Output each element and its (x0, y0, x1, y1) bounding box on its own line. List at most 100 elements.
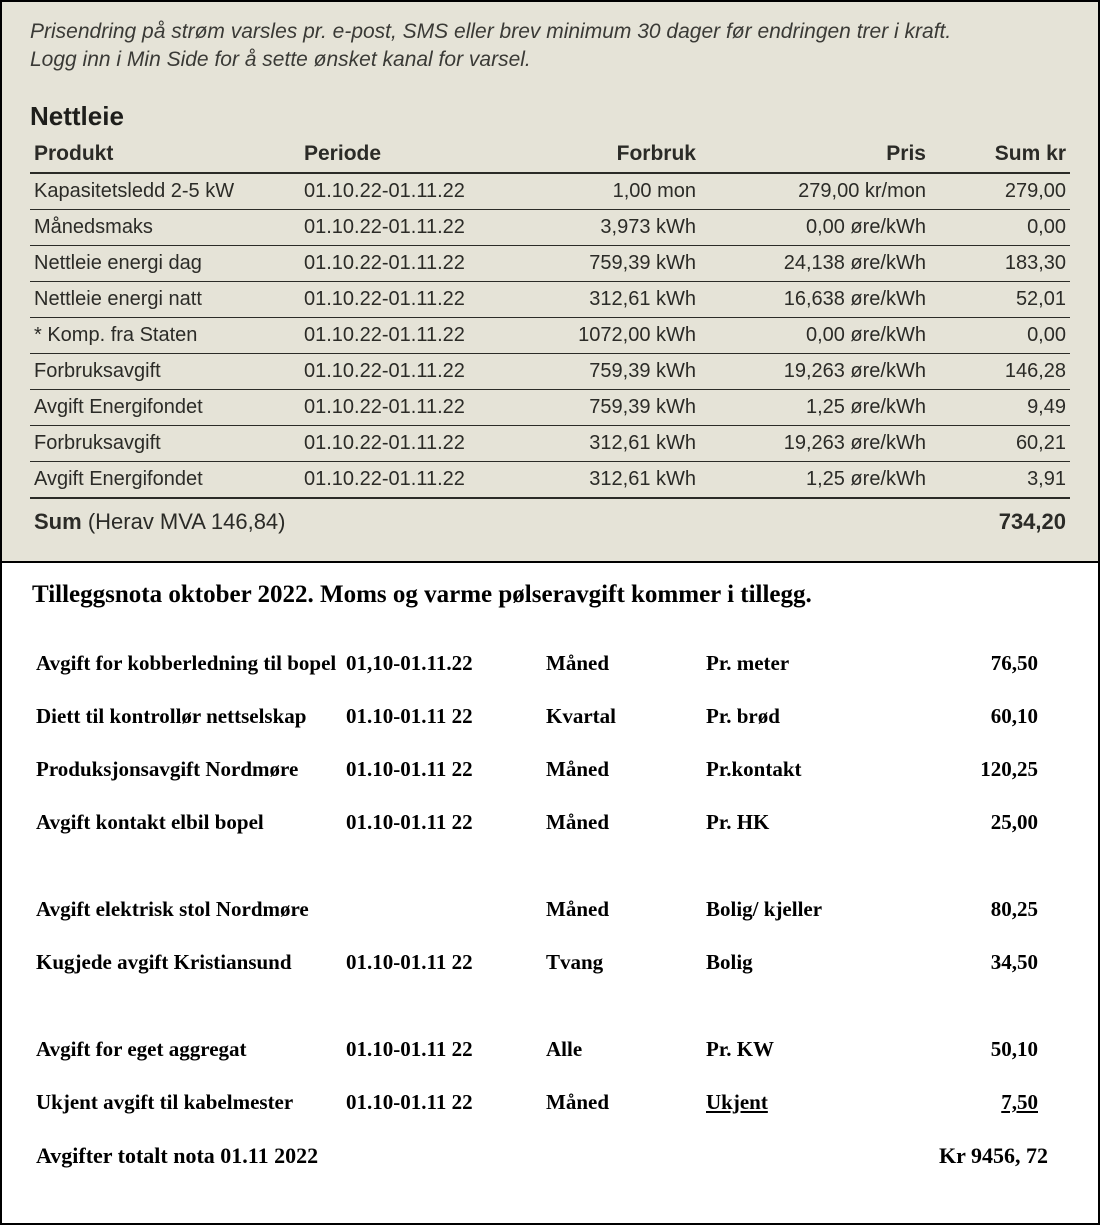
cell-pris: 19,263 øre/kWh (700, 353, 930, 389)
table-row: Avgift for eget aggregat01.10-01.11 22Al… (32, 989, 1068, 1076)
bill-panel: Prisendring på strøm varsles pr. e-post,… (2, 2, 1098, 563)
cell-sum: 0,00 (930, 317, 1070, 353)
cell-periode (342, 849, 542, 936)
cell-produkt: Kapasitetsledd 2-5 kW (30, 173, 300, 210)
cell-pris: 0,00 øre/kWh (700, 317, 930, 353)
cell-periode: 01.10-01.11 22 (342, 1076, 542, 1129)
cell-periode: 01.10.22-01.11.22 (300, 173, 510, 210)
cell-amount: 120,25 (922, 743, 1068, 796)
cell-periode: 01.10.22-01.11.22 (300, 425, 510, 461)
cell-sum: 0,00 (930, 209, 1070, 245)
cell-forbruk: 1072,00 kWh (510, 317, 700, 353)
cell-forbruk: 312,61 kWh (510, 461, 700, 498)
table-row: * Komp. fra Staten01.10.22-01.11.221072,… (30, 317, 1070, 353)
cell-basis: Pr. meter (702, 637, 922, 690)
addendum-total-label: Avgifter totalt nota 01.11 2022 (32, 1129, 702, 1183)
cell-forbruk: 759,39 kWh (510, 245, 700, 281)
col-pris: Pris (700, 136, 930, 173)
col-produkt: Produkt (30, 136, 300, 173)
cell-basis: Pr. brød (702, 690, 922, 743)
col-periode: Periode (300, 136, 510, 173)
cell-sum: 60,21 (930, 425, 1070, 461)
cell-periode: 01.10-01.11 22 (342, 743, 542, 796)
cell-forbruk: 759,39 kWh (510, 353, 700, 389)
cell-pris: 279,00 kr/mon (700, 173, 930, 210)
bill-sum-label: Sum (34, 509, 82, 534)
cell-pris: 19,263 øre/kWh (700, 425, 930, 461)
cell-basis: Bolig (702, 936, 922, 989)
cell-freq: Måned (542, 637, 702, 690)
cell-freq: Alle (542, 989, 702, 1076)
cell-produkt: * Komp. fra Staten (30, 317, 300, 353)
cell-pris: 24,138 øre/kWh (700, 245, 930, 281)
price-change-notice: Prisendring på strøm varsles pr. e-post,… (30, 18, 1070, 75)
addendum-total-row: Avgifter totalt nota 01.11 2022 Kr 9456,… (32, 1129, 1068, 1183)
cell-produkt: Avgift Energifondet (30, 461, 300, 498)
cell-forbruk: 1,00 mon (510, 173, 700, 210)
cell-periode: 01.10-01.11 22 (342, 796, 542, 849)
cell-produkt: Nettleie energi dag (30, 245, 300, 281)
cell-pris: 1,25 øre/kWh (700, 389, 930, 425)
table-row: Avgift kontakt elbil bopel01.10-01.11 22… (32, 796, 1068, 849)
cell-sum: 3,91 (930, 461, 1070, 498)
bill-sum-value: 734,20 (930, 498, 1070, 541)
table-row: Avgift Energifondet01.10.22-01.11.22312,… (30, 461, 1070, 498)
cell-amount: 25,00 (922, 796, 1068, 849)
cell-amount: 80,25 (922, 849, 1068, 936)
table-row: Produksjonsavgift Nordmøre01.10-01.11 22… (32, 743, 1068, 796)
cell-sum: 279,00 (930, 173, 1070, 210)
addendum-table: Avgift for kobberledning til bopel01,10-… (32, 637, 1068, 1183)
table-row: Forbruksavgift01.10.22-01.11.22312,61 kW… (30, 425, 1070, 461)
addendum-panel: Tilleggsnota oktober 2022. Moms og varme… (2, 563, 1098, 1223)
cell-produkt: Nettleie energi natt (30, 281, 300, 317)
cell-desc: Avgift for eget aggregat (32, 989, 342, 1076)
table-row: Kapasitetsledd 2-5 kW01.10.22-01.11.221,… (30, 173, 1070, 210)
cell-amount: 60,10 (922, 690, 1068, 743)
cell-periode: 01.10.22-01.11.22 (300, 353, 510, 389)
table-row: Diett til kontrollør nettselskap01.10-01… (32, 690, 1068, 743)
cell-desc: Avgift kontakt elbil bopel (32, 796, 342, 849)
cell-desc: Avgift for kobberledning til bopel (32, 637, 342, 690)
cell-periode: 01.10.22-01.11.22 (300, 209, 510, 245)
bill-sum-label-cell: Sum (Herav MVA 146,84) (30, 498, 930, 541)
cell-periode: 01.10.22-01.11.22 (300, 389, 510, 425)
cell-forbruk: 312,61 kWh (510, 281, 700, 317)
cell-sum: 9,49 (930, 389, 1070, 425)
cell-amount: 76,50 (922, 637, 1068, 690)
cell-periode: 01.10-01.11 22 (342, 690, 542, 743)
cell-amount: 7,50 (922, 1076, 1068, 1129)
cell-freq: Måned (542, 1076, 702, 1129)
table-row: Avgift Energifondet01.10.22-01.11.22759,… (30, 389, 1070, 425)
document-frame: Prisendring på strøm varsles pr. e-post,… (0, 0, 1100, 1225)
cell-basis: Pr.kontakt (702, 743, 922, 796)
bill-sum-row: Sum (Herav MVA 146,84) 734,20 (30, 498, 1070, 541)
cell-sum: 183,30 (930, 245, 1070, 281)
cell-freq: Måned (542, 743, 702, 796)
table-row: Forbruksavgift01.10.22-01.11.22759,39 kW… (30, 353, 1070, 389)
bill-header-row: Produkt Periode Forbruk Pris Sum kr (30, 136, 1070, 173)
cell-desc: Kugjede avgift Kristiansund (32, 936, 342, 989)
cell-produkt: Avgift Energifondet (30, 389, 300, 425)
cell-basis: Bolig/ kjeller (702, 849, 922, 936)
col-forbruk: Forbruk (510, 136, 700, 173)
table-row: Avgift elektrisk stol NordmøreMånedBolig… (32, 849, 1068, 936)
cell-periode: 01.10.22-01.11.22 (300, 317, 510, 353)
cell-forbruk: 312,61 kWh (510, 425, 700, 461)
cell-periode: 01.10.22-01.11.22 (300, 281, 510, 317)
addendum-total-value: Kr 9456, 72 (922, 1129, 1068, 1183)
cell-pris: 1,25 øre/kWh (700, 461, 930, 498)
cell-desc: Diett til kontrollør nettselskap (32, 690, 342, 743)
cell-sum: 146,28 (930, 353, 1070, 389)
cell-sum: 52,01 (930, 281, 1070, 317)
cell-freq: Måned (542, 796, 702, 849)
table-row: Nettleie energi natt01.10.22-01.11.22312… (30, 281, 1070, 317)
addendum-title: Tilleggsnota oktober 2022. Moms og varme… (32, 581, 1068, 609)
cell-basis: Ukjent (702, 1076, 922, 1129)
notice-line-1: Prisendring på strøm varsles pr. e-post,… (30, 20, 951, 43)
cell-pris: 16,638 øre/kWh (700, 281, 930, 317)
section-title-nettleie: Nettleie (30, 101, 1070, 132)
notice-line-2: Logg inn i Min Side for å sette ønsket k… (30, 48, 531, 71)
table-row: Ukjent avgift til kabelmester01.10-01.11… (32, 1076, 1068, 1129)
cell-forbruk: 3,973 kWh (510, 209, 700, 245)
cell-periode: 01.10.22-01.11.22 (300, 461, 510, 498)
